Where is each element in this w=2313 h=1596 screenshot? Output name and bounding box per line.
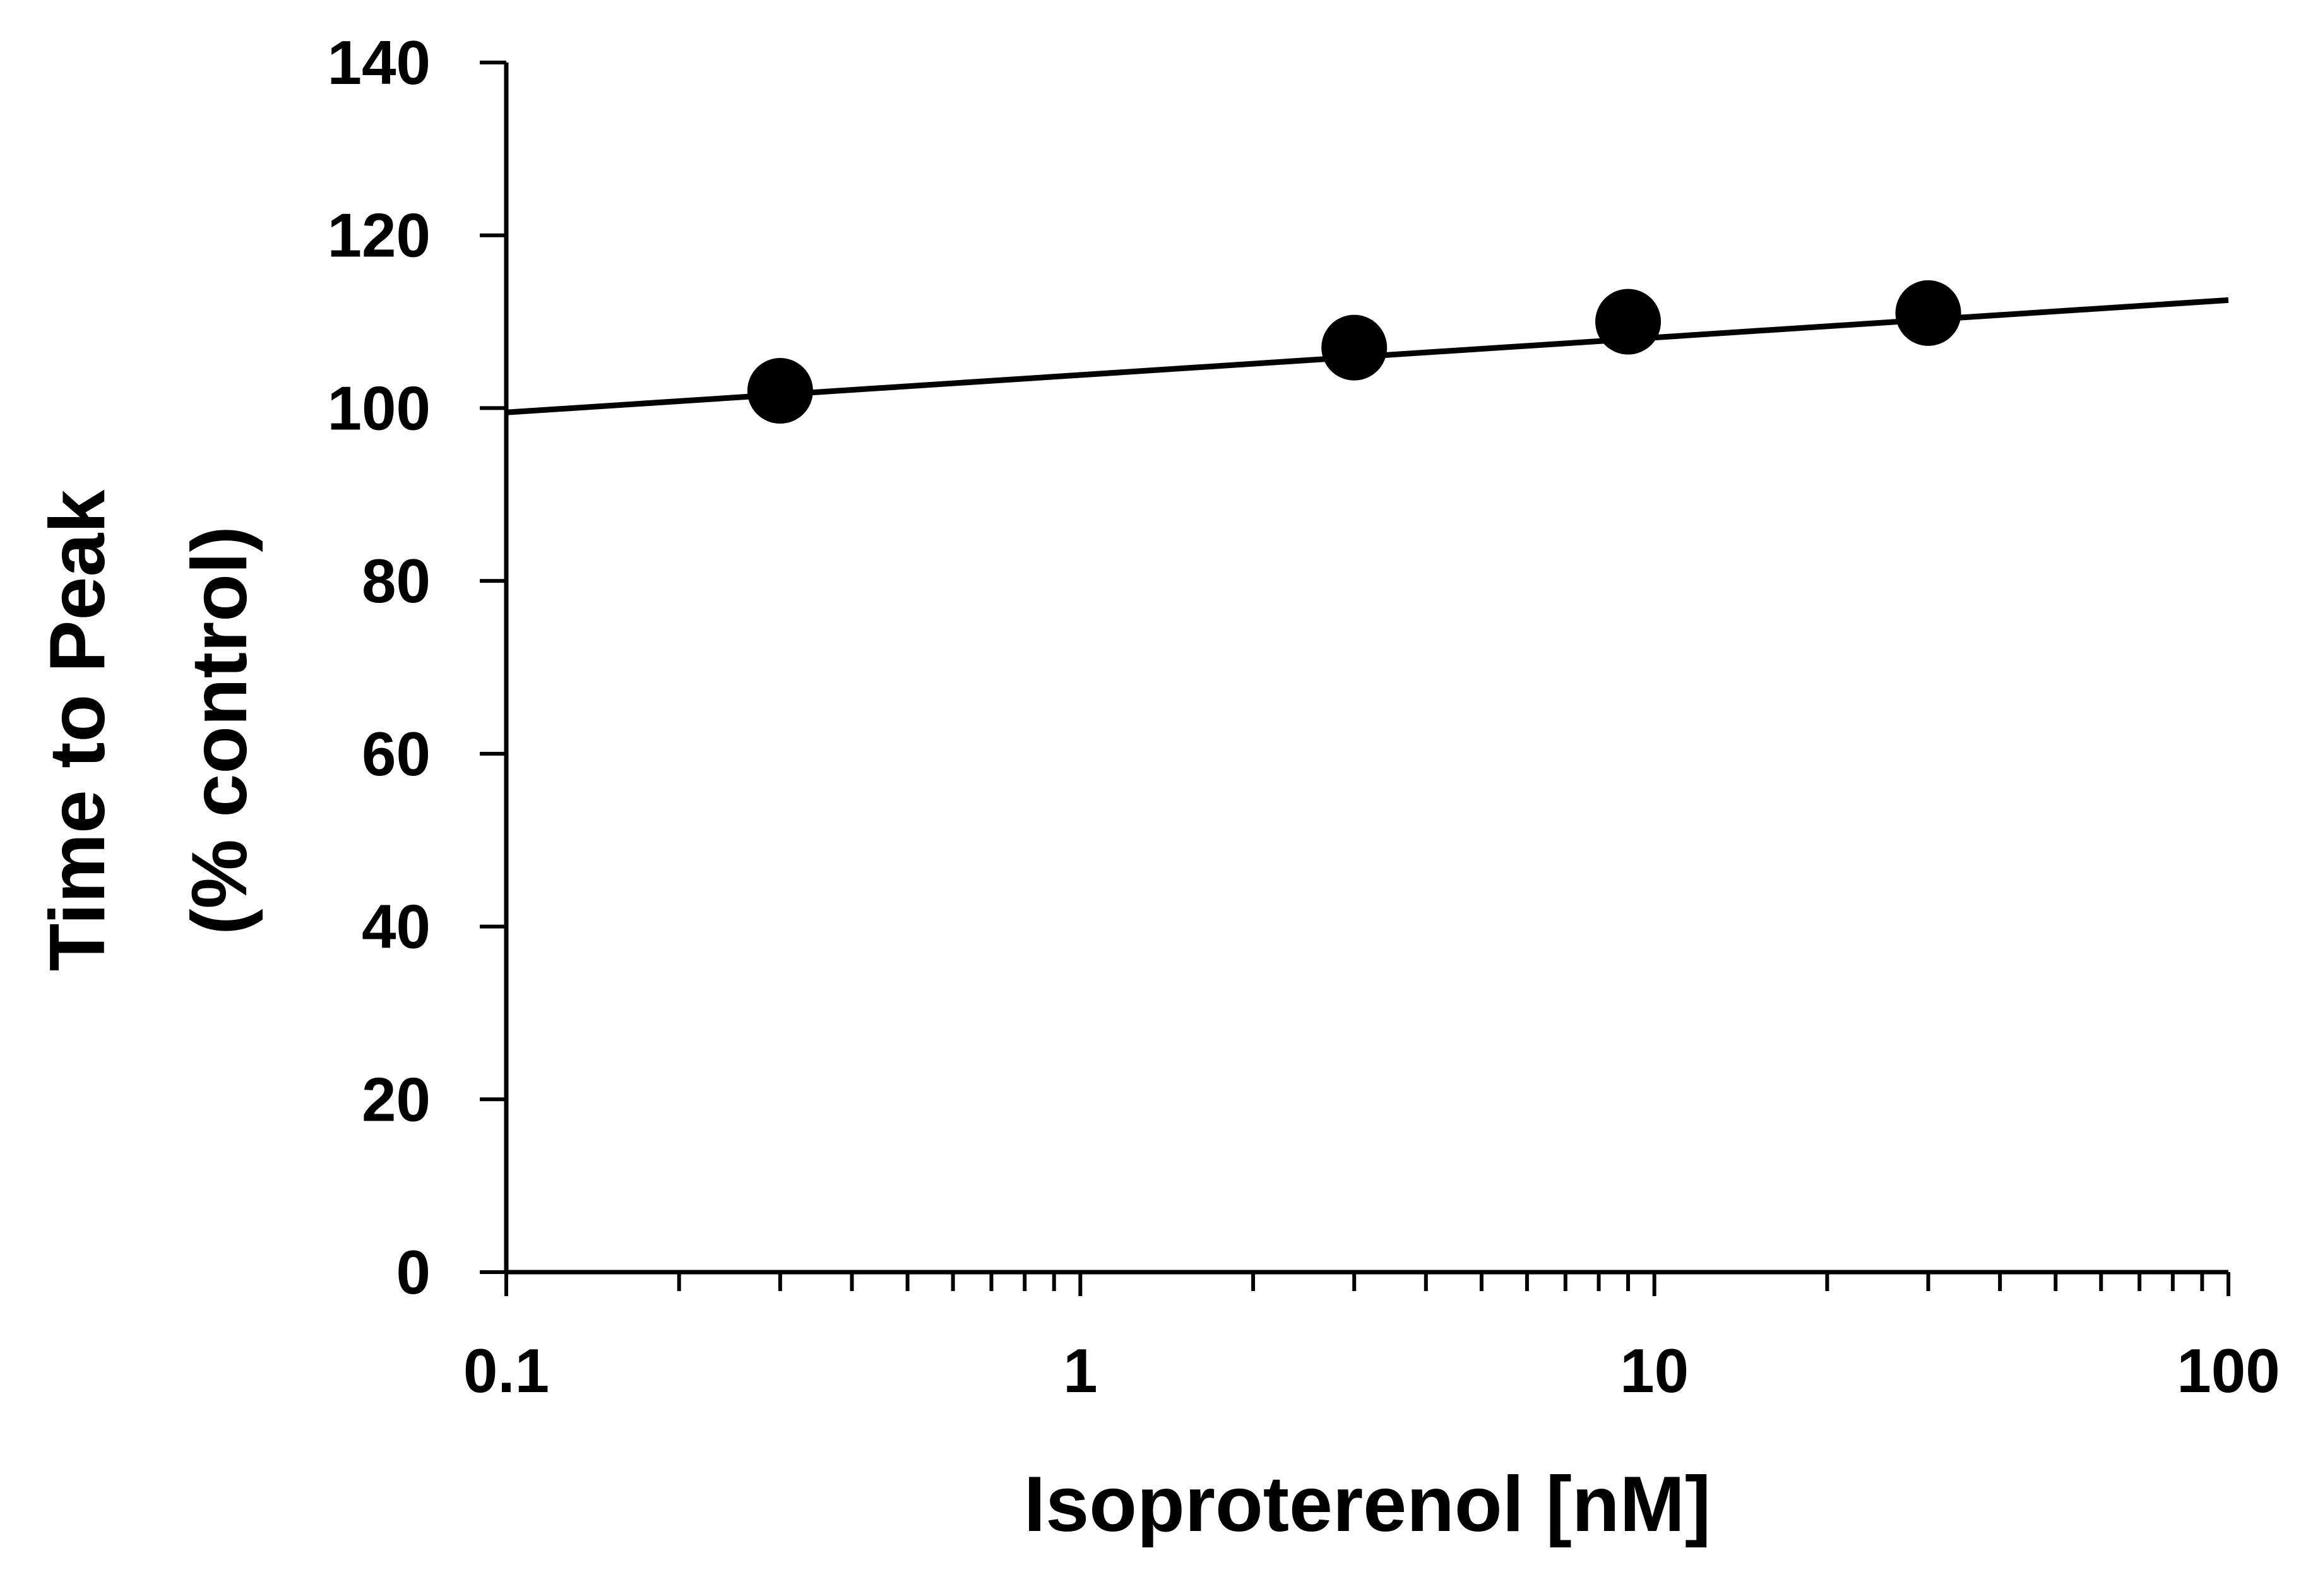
x-axis-ticks: 0.1 1 10 100 xyxy=(463,1272,2280,1405)
data-points xyxy=(747,280,1961,424)
x-tick-label: 1 xyxy=(1063,1336,1098,1405)
y-axis-title-line-1: Time to Peak xyxy=(34,489,121,972)
x-axis-title: Isoproterenol [nM] xyxy=(1024,1461,1711,1548)
y-axis-title: Time to Peak (% control) xyxy=(34,489,263,972)
x-tick-label: 10 xyxy=(1620,1336,1689,1405)
y-tick-label: 140 xyxy=(327,28,431,97)
y-tick-label: 20 xyxy=(362,1064,431,1134)
y-axis-ticks: 0 20 40 60 80 100 120 140 xyxy=(327,28,506,1307)
x-tick-label: 0.1 xyxy=(463,1336,549,1405)
data-point xyxy=(1321,314,1388,381)
axes xyxy=(504,63,2228,1275)
y-tick-label: 100 xyxy=(327,373,431,443)
y-tick-label: 40 xyxy=(362,892,431,962)
y-tick-label: 60 xyxy=(362,719,431,789)
data-point xyxy=(747,358,813,424)
y-axis-title-line-2: (% control) xyxy=(176,526,263,935)
data-point xyxy=(1895,280,1961,346)
data-point xyxy=(1595,289,1662,355)
y-tick-label: 80 xyxy=(362,546,431,616)
x-tick-label: 100 xyxy=(2177,1336,2280,1405)
y-tick-label: 120 xyxy=(327,201,431,270)
y-tick-label: 0 xyxy=(396,1237,431,1307)
